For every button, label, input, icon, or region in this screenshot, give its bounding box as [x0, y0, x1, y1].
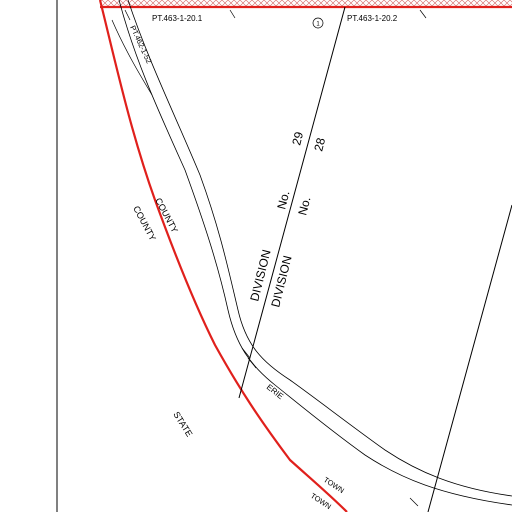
road-line-inner	[127, 0, 512, 497]
erie-label: ERIE	[265, 382, 285, 401]
tick-mark-4	[241, 347, 251, 359]
division-28-no: No.	[295, 195, 313, 217]
hatched-strip	[100, 0, 512, 7]
division-line	[238, 6, 346, 399]
parcel-label-20-2: PT.463-1-20.2	[347, 14, 398, 23]
road-line-ramp	[111, 19, 153, 96]
tick-mark-3	[419, 9, 427, 19]
tick-mark-6	[409, 497, 419, 507]
road-line-outer	[118, 0, 512, 506]
parcel-label-20-1: PT.463-1-20.1	[152, 14, 203, 23]
division-29-no: No.	[274, 189, 292, 211]
division-29-number: 29	[289, 130, 306, 147]
tick-mark-1	[124, 9, 131, 21]
division-28-word: DIVISION	[268, 254, 294, 309]
parcel-line-right	[427, 204, 512, 512]
parcel-label-462-1-52: PT.462-1-52	[128, 24, 153, 65]
division-28-number: 28	[311, 136, 328, 153]
division-29-word: DIVISION	[247, 248, 273, 303]
svg-text:1: 1	[316, 22, 320, 28]
tick-mark-2	[229, 9, 236, 19]
state-label: STATE	[171, 410, 194, 439]
map-marker: 1	[312, 17, 324, 29]
county-label-inner: COUNTY	[131, 204, 158, 242]
red-boundary-curve	[98, 0, 348, 512]
